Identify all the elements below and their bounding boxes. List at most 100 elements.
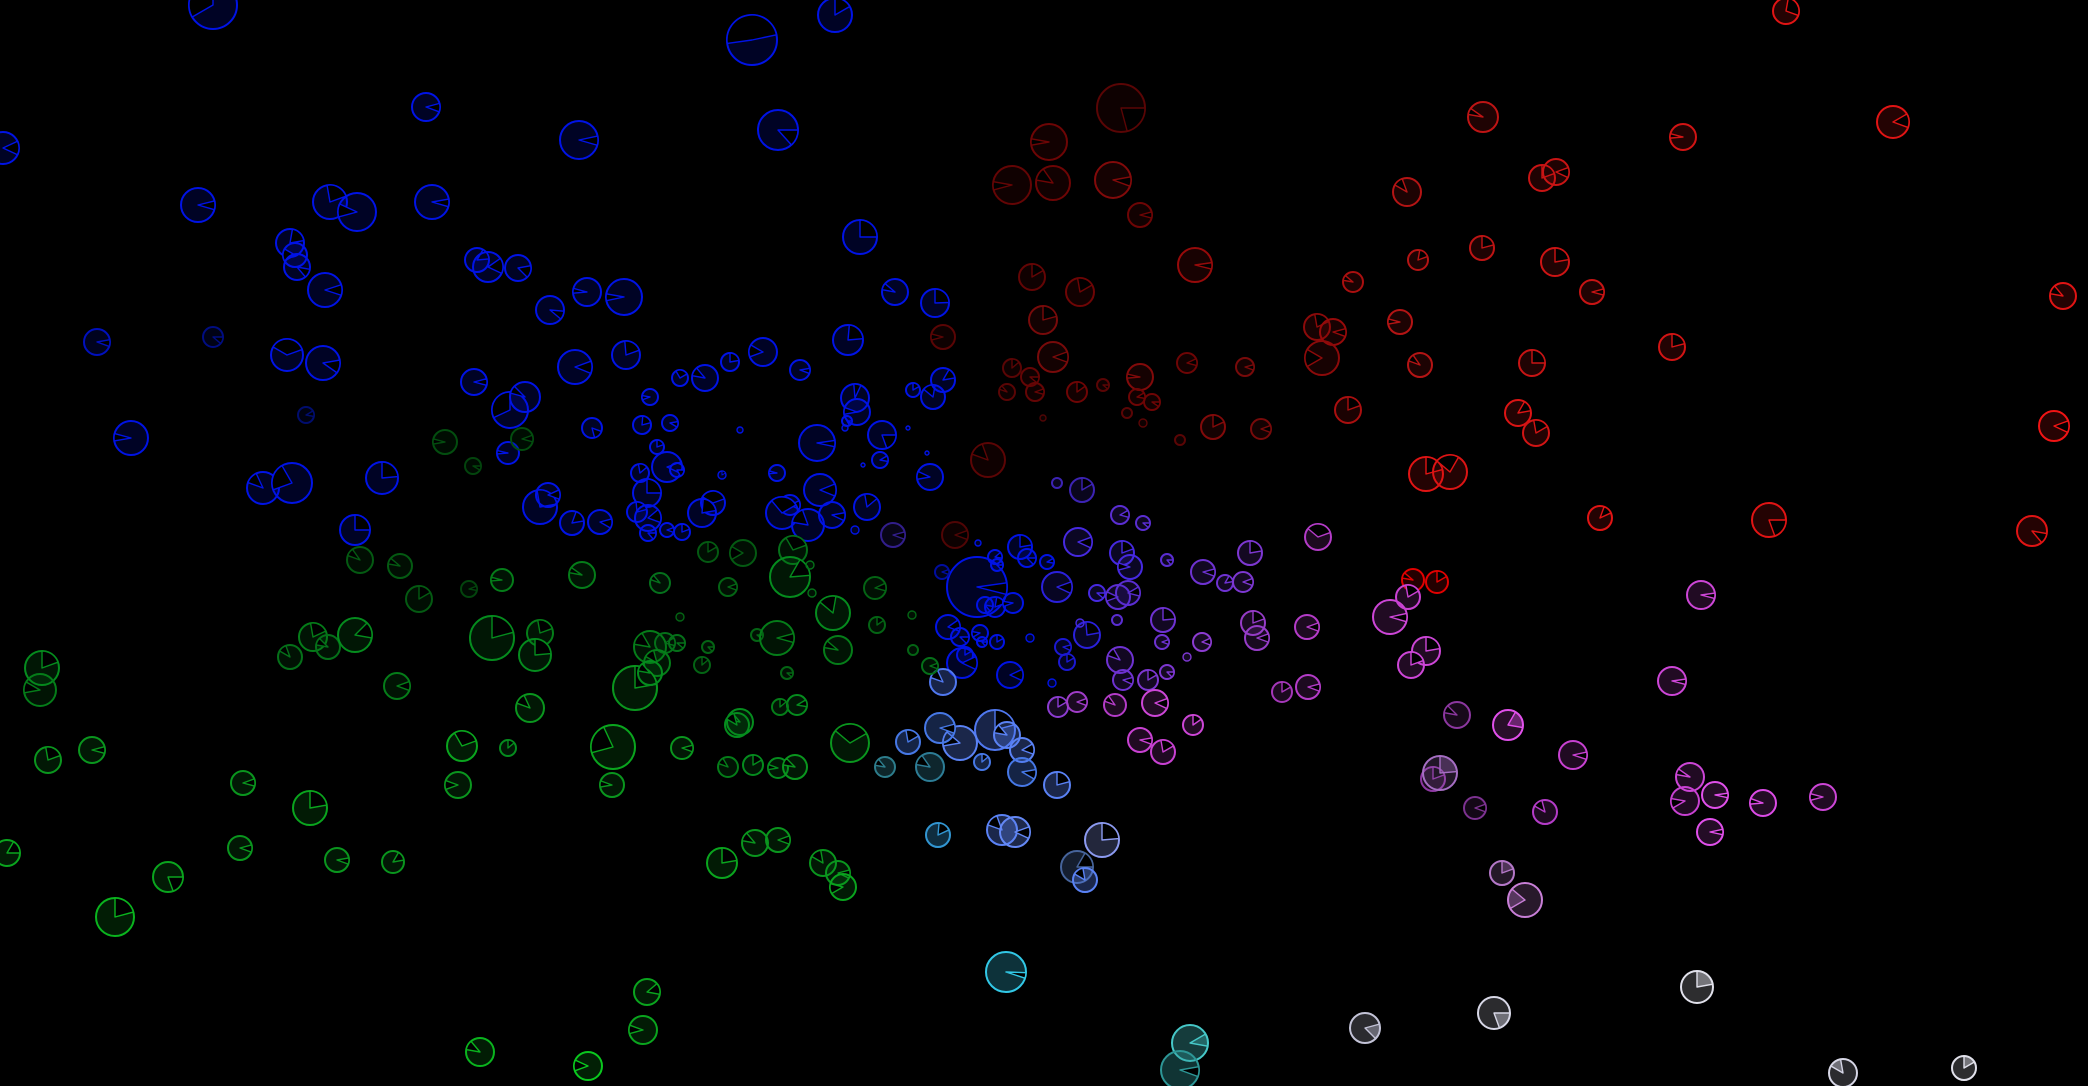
pie-glyph-wedge xyxy=(707,541,718,553)
pie-glyph-wedge xyxy=(212,336,224,345)
pie-glyph-wedge xyxy=(1046,557,1055,564)
pie-glyph xyxy=(1096,378,1110,392)
pie-glyph xyxy=(941,521,969,549)
pie-glyph-wedge xyxy=(881,282,896,293)
pie-glyph-wedge xyxy=(1002,600,1014,608)
pie-glyph-wedge xyxy=(1555,166,1570,179)
pie-glyph-wedge xyxy=(305,410,315,418)
pie-glyph xyxy=(1039,554,1055,570)
pie-glyph-wedge xyxy=(1166,671,1175,678)
pie-glyph-wedge xyxy=(289,228,305,244)
pie-glyph xyxy=(152,861,184,893)
pie-glyph-wedge xyxy=(1785,0,1800,17)
pie-glyph xyxy=(1579,279,1605,305)
pie-glyph xyxy=(1160,1050,1200,1086)
pie-glyph-wedge xyxy=(1507,888,1526,910)
pie-glyph-wedge xyxy=(2031,530,2048,544)
pie-glyph-wedge xyxy=(1332,327,1347,338)
pie-glyph xyxy=(446,730,478,762)
pie-glyph-wedge xyxy=(392,851,405,863)
pie-glyph xyxy=(414,184,450,220)
pie-glyph-wedge xyxy=(1749,797,1764,805)
pie-glyph-wedge xyxy=(1031,263,1044,278)
pie-glyph xyxy=(202,326,224,348)
pie-glyph xyxy=(668,634,686,652)
pie-glyph xyxy=(985,951,1027,993)
pie-glyph xyxy=(432,429,458,455)
pie-glyph xyxy=(1809,783,1837,811)
pie-glyph-wedge xyxy=(1179,1066,1200,1078)
pie-glyph xyxy=(1304,340,1340,376)
pie-glyph-wedge xyxy=(1014,826,1031,840)
pie-glyph-wedge xyxy=(315,637,329,648)
pie-glyph xyxy=(1160,553,1174,567)
pie-glyph-wedge xyxy=(472,465,482,471)
pie-glyph-wedge xyxy=(847,324,864,341)
pie-glyph xyxy=(1002,592,1024,614)
pie-glyph xyxy=(1182,714,1204,736)
pie-glyph xyxy=(992,165,1032,205)
pie-glyph-wedge xyxy=(1122,676,1134,685)
pie-glyph-wedge xyxy=(721,847,738,864)
pie-glyph xyxy=(1200,414,1226,440)
pie-glyph xyxy=(526,619,554,647)
pie-glyph-wedge xyxy=(701,656,709,666)
pie-glyph-wedge xyxy=(776,632,795,644)
pie-glyph-wedge xyxy=(1531,349,1546,364)
pie-glyph xyxy=(871,451,889,469)
pie-glyph xyxy=(976,596,994,614)
pie-glyph xyxy=(1686,580,1716,610)
pie-glyph-wedge xyxy=(741,832,756,844)
pie-glyph-wedge xyxy=(881,434,897,449)
pie-glyph xyxy=(1051,477,1063,489)
pie-glyph xyxy=(741,829,769,857)
pie-glyph xyxy=(1025,382,1045,402)
pie-glyph-wedge xyxy=(534,638,552,656)
pie-glyph-wedge xyxy=(188,0,214,18)
pie-glyph-wedge xyxy=(971,443,989,461)
pie-glyph-wedge xyxy=(444,779,459,791)
pie-glyph-wedge xyxy=(874,758,886,768)
pie-glyph-wedge xyxy=(296,266,311,278)
pie-glyph-wedge xyxy=(1107,648,1121,661)
pie-glyph xyxy=(1047,696,1069,718)
pie-glyph-wedge xyxy=(1417,249,1429,261)
pie-glyph xyxy=(1069,477,1095,503)
pie-glyph-wedge xyxy=(879,455,889,463)
pie-glyph-wedge xyxy=(645,649,658,664)
pie-glyph-wedge xyxy=(1809,792,1824,802)
pie-glyph-wedge xyxy=(96,339,111,348)
pie-glyph xyxy=(691,364,719,392)
pie-glyph xyxy=(717,756,739,778)
pie-glyph-wedge xyxy=(1147,669,1158,681)
pie-glyph xyxy=(1504,399,1532,427)
pie-glyph-wedge xyxy=(1112,176,1132,187)
pie-glyph-wedge xyxy=(998,385,1008,393)
pie-glyph xyxy=(1392,177,1422,207)
pie-glyph-wedge xyxy=(491,391,511,419)
pie-glyph-wedge xyxy=(981,641,988,647)
pie-glyph-wedge xyxy=(1121,540,1134,554)
pie-glyph xyxy=(34,746,62,774)
pie-glyph xyxy=(803,473,837,507)
pie-glyph xyxy=(805,560,815,570)
pie-glyph-wedge xyxy=(468,585,478,592)
pie-glyph-wedge xyxy=(239,844,253,853)
pie-glyph xyxy=(510,427,534,451)
pie-glyph-wedge xyxy=(590,726,614,754)
pie-glyph xyxy=(1002,358,1022,378)
pie-glyph xyxy=(807,588,817,598)
pie-glyph-wedge xyxy=(354,514,371,531)
pie-glyph xyxy=(720,352,740,372)
pie-glyph xyxy=(246,471,280,505)
pie-glyph-wedge xyxy=(1389,612,1408,623)
pie-glyph-wedge xyxy=(1436,570,1448,583)
pie-glyph-wedge xyxy=(934,288,950,304)
pie-glyph xyxy=(581,417,603,439)
pie-glyph-wedge xyxy=(1669,132,1684,139)
pie-glyph xyxy=(411,92,441,122)
pie-glyph xyxy=(724,712,750,738)
pie-glyph-wedge xyxy=(1307,523,1331,538)
pie-glyph-wedge xyxy=(984,604,994,612)
